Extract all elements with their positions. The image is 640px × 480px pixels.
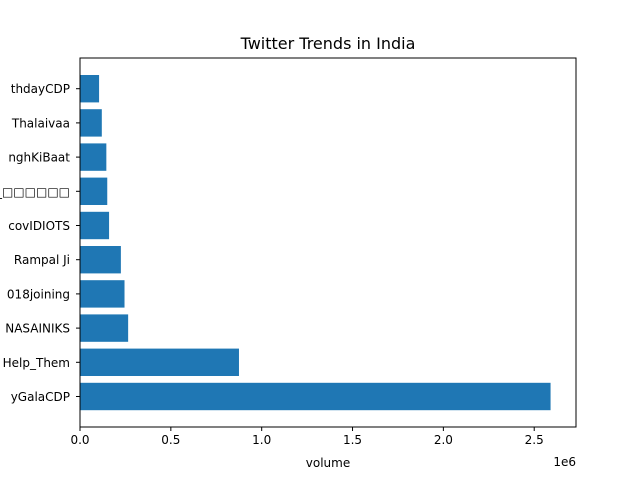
- bars-group: [80, 75, 551, 411]
- plot-frame: [79, 57, 577, 428]
- bar-2: [80, 314, 129, 342]
- y-tick-label: Help_Them: [3, 356, 70, 370]
- y-tick-label: OC_□□□□□□: [0, 185, 70, 199]
- bar-1: [80, 348, 239, 376]
- bar-5: [80, 211, 110, 240]
- y-tick-label: thdayCDP: [11, 82, 70, 96]
- bar-4: [80, 246, 121, 274]
- y-tick-label: covIDIOTS: [8, 219, 70, 233]
- y-tick-label: nghKiBaat: [8, 151, 70, 165]
- x-tick-label: 1.0: [252, 433, 271, 447]
- bar-0: [80, 382, 551, 411]
- x-tick-label: 2.0: [434, 433, 453, 447]
- y-tick-label: 018joining: [7, 287, 70, 301]
- x-tick-label: 0.5: [161, 433, 180, 447]
- bar-6: [80, 177, 108, 205]
- bar-9: [80, 75, 100, 103]
- y-tick-labels: yGalaCDP Help_Them NASAINIKS 018joining Ramp…: [0, 82, 80, 404]
- y-tick-label: Rampal Ji: [14, 253, 70, 267]
- x-axis-offset-text: 1e6: [553, 455, 576, 469]
- y-tick-label: yGalaCDP: [11, 390, 70, 404]
- y-tick-label: Thalaivaa: [11, 116, 70, 130]
- x-tick-label: 1.5: [343, 433, 362, 447]
- x-tick-label: 2.5: [525, 433, 544, 447]
- y-tick-label: NASAINIKS: [5, 322, 70, 336]
- bar-3: [80, 280, 125, 308]
- x-tick-labels: 0.0 0.5 1.0 1.5 2.0 2.5: [70, 427, 544, 447]
- chart-title: Twitter Trends in India: [240, 34, 416, 53]
- bar-8: [80, 109, 102, 137]
- bar-7: [80, 143, 107, 171]
- x-axis-label: volume: [306, 456, 350, 470]
- x-tick-label: 0.0: [70, 433, 89, 447]
